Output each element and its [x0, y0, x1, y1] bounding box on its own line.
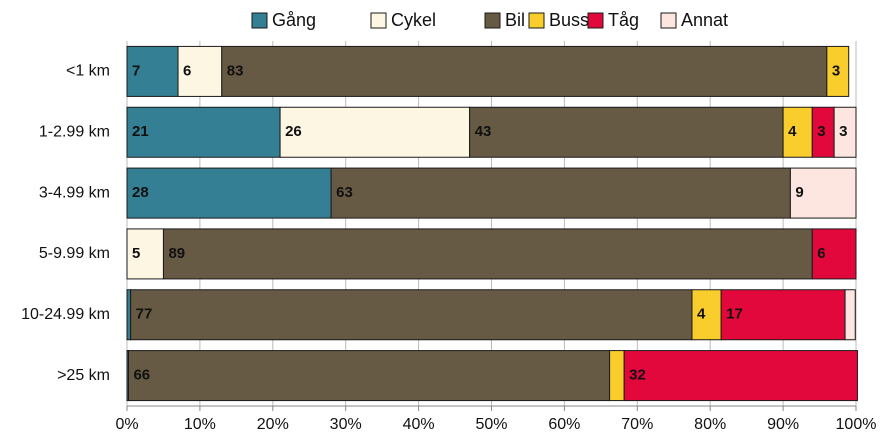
bar-segment [469, 106, 784, 158]
bar-segment [130, 289, 693, 341]
bar-segment [221, 45, 828, 97]
x-tick-label: 10% [184, 416, 216, 433]
y-tick-label: <1 km [66, 63, 110, 80]
data-label: 6 [183, 62, 191, 79]
x-tick-label: 50% [475, 416, 507, 433]
y-tick-label: 10-24.99 km [21, 306, 110, 323]
data-label: 3 [832, 62, 840, 79]
data-label: 32 [629, 367, 646, 384]
data-label: 3 [817, 123, 825, 140]
y-tick-label: 1-2.99 km [39, 123, 110, 140]
legend-label: Cykel [391, 10, 436, 30]
x-tick-label: 80% [694, 416, 726, 433]
data-label: 77 [136, 306, 153, 323]
bar-segment [826, 45, 850, 97]
x-tick-label: 100% [836, 416, 877, 433]
bar-segment [126, 228, 164, 280]
bar-segment [623, 350, 858, 402]
legend: Gång Cykel Bil Buss Tåg Annat [251, 10, 728, 30]
data-label: 7 [132, 62, 140, 79]
legend-label: Bil [505, 10, 525, 30]
legend-label: Tåg [608, 10, 639, 30]
y-tick-label: >25 km [57, 367, 110, 384]
bar-segment [811, 228, 857, 280]
y-tick-label: 3-4.99 km [39, 184, 110, 201]
data-label: 17 [726, 306, 743, 323]
bar-segment [782, 106, 813, 158]
bar-segment [126, 106, 281, 158]
data-label: 89 [168, 245, 185, 262]
y-tick-label: 5-9.99 km [39, 245, 110, 262]
bar-segment [844, 289, 856, 341]
bar-segment [720, 289, 846, 341]
bar-segment [177, 45, 223, 97]
bar-segment [330, 167, 791, 219]
data-label: 9 [795, 184, 803, 201]
bar-segment [833, 106, 857, 158]
data-label: 63 [336, 184, 353, 201]
x-tick-label: 30% [330, 416, 362, 433]
legend-swatch [370, 12, 387, 29]
bar-segment [127, 350, 611, 402]
x-tick-label: 90% [767, 416, 799, 433]
x-tick-label: 0% [115, 416, 138, 433]
bar-segment [691, 289, 722, 341]
data-label: 4 [697, 306, 706, 323]
data-label: 3 [839, 123, 847, 140]
data-label: 6 [817, 245, 825, 262]
x-tick-label: 40% [403, 416, 435, 433]
data-label: 66 [133, 367, 150, 384]
legend-label: Buss [549, 10, 589, 30]
legend-swatch [528, 12, 545, 29]
bar-segment [126, 45, 179, 97]
bar-segment [609, 350, 625, 402]
data-label: 4 [788, 123, 797, 140]
x-tick-label: 70% [621, 416, 653, 433]
data-label: 5 [132, 245, 140, 262]
x-tick-label: 60% [548, 416, 580, 433]
legend-swatch [484, 12, 501, 29]
data-label: 26 [285, 123, 302, 140]
bar-segment [126, 167, 332, 219]
data-label: 28 [132, 184, 149, 201]
bar-segment [789, 167, 857, 219]
data-label: 21 [132, 123, 149, 140]
x-tick-label: 20% [257, 416, 289, 433]
data-label: 43 [475, 123, 492, 140]
legend-swatch [251, 12, 268, 29]
bar-segment [162, 228, 813, 280]
bar-segment [126, 289, 132, 341]
legend-label: Gång [272, 10, 316, 30]
legend-label: Annat [681, 10, 728, 30]
legend-swatch [660, 12, 677, 29]
bar-segment [279, 106, 471, 158]
legend-swatch [587, 12, 604, 29]
data-label: 83 [227, 62, 244, 79]
